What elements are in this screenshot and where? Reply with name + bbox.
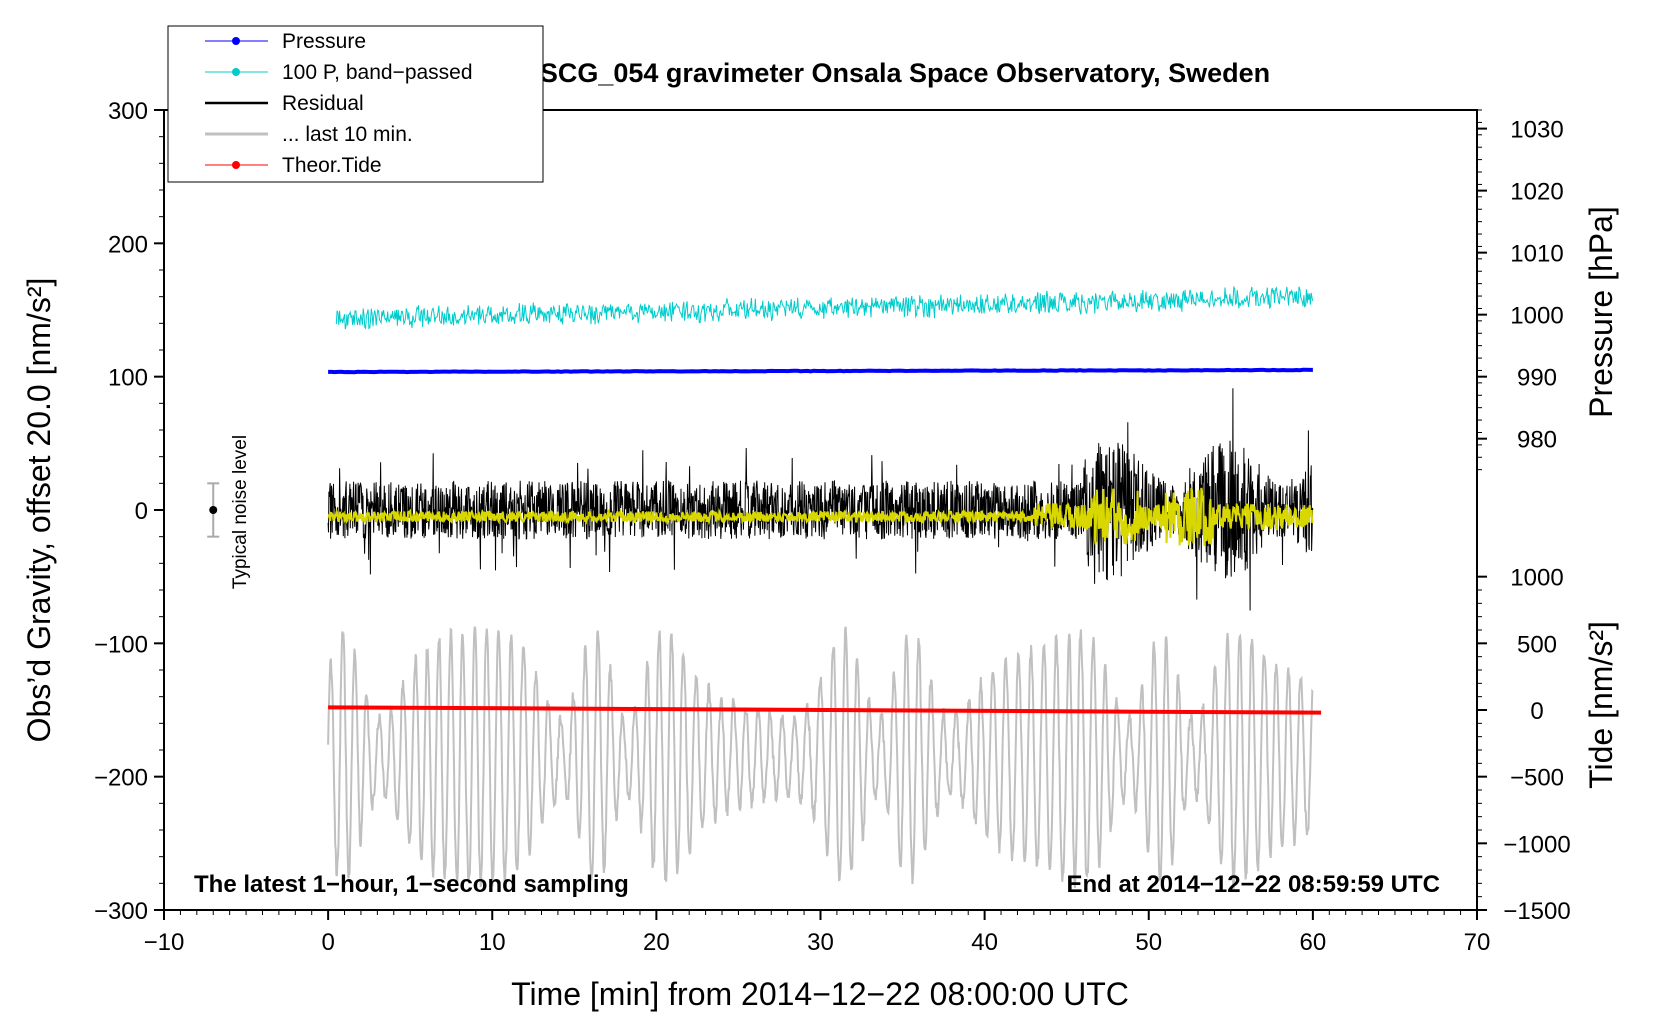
y-axis-left-ticks: −300 −200 −100 0 100 200 300 [94, 98, 164, 925]
y-tide-tick-label: 0 [1530, 698, 1543, 725]
legend-label: Residual [282, 92, 364, 115]
y-axis-pressure-title: Pressure [hPa] [1583, 206, 1619, 418]
y-tide-tick-label: 500 [1517, 631, 1557, 658]
series-theor-tide [328, 705, 1322, 715]
last-10-min-line [327, 626, 1314, 890]
x-tick-label: 50 [1135, 929, 1162, 956]
x-axis-ticks: −10 0 10 20 30 40 50 60 70 [144, 910, 1491, 956]
y-tide-tick-label: −1500 [1503, 898, 1570, 925]
y-tide-tick-label: −1000 [1503, 831, 1570, 858]
y-axis-tide-title: Tide [nm/s²] [1583, 621, 1619, 789]
x-tick-label: −10 [144, 929, 185, 956]
x-tick-label: 60 [1300, 929, 1327, 956]
series-last-10-min [327, 626, 1314, 890]
pressure-line [328, 367, 1313, 375]
noise-bar-dot [209, 506, 218, 514]
legend-label: Theor.Tide [282, 154, 382, 177]
series-residual-smoothed [327, 487, 1314, 546]
y-left-tick-label: −200 [94, 765, 148, 792]
x-tick-label: 30 [807, 929, 834, 956]
chart-title: SCG_054 gravimeter Onsala Space Observat… [540, 58, 1270, 88]
y-tide-tick-label: 1000 [1510, 565, 1563, 592]
x-tick-label: 40 [971, 929, 998, 956]
legend-label: 100 P, band−passed [282, 61, 473, 84]
legend-marker [232, 161, 240, 169]
legend-marker [232, 37, 240, 45]
y-pressure-tick-label: 1030 [1510, 117, 1563, 144]
series-pressure [328, 367, 1313, 375]
band-passed-line [335, 285, 1314, 330]
series-100p-band-passed [335, 285, 1314, 330]
y-left-tick-label: 200 [108, 231, 148, 258]
y-left-tick-label: −300 [94, 898, 148, 925]
x-tick-label: 0 [321, 929, 334, 956]
legend-label: Pressure [282, 30, 366, 53]
y-tide-tick-label: −500 [1510, 765, 1564, 792]
tide-line [328, 705, 1322, 715]
y-pressure-tick-label: 990 [1517, 365, 1557, 392]
x-tick-label: 20 [643, 929, 670, 956]
residual-smoothed-line [327, 487, 1314, 546]
y-axis-tide-ticks: −1500 −1000 −500 0 500 1000 [1477, 565, 1571, 925]
y-pressure-tick-label: 980 [1517, 427, 1557, 454]
x-tick-label: 70 [1464, 929, 1491, 956]
y-pressure-tick-label: 1000 [1510, 303, 1563, 330]
series-residual [327, 388, 1314, 611]
residual-line [327, 388, 1314, 611]
x-axis-title: Time [min] from 2014−12−22 08:00:00 UTC [511, 976, 1129, 1012]
noise-level-indicator [207, 482, 220, 538]
y-axis-left-title: Obs’d Gravity, offset 20.0 [nm/s²] [21, 278, 57, 743]
legend-marker [232, 68, 240, 76]
legend: Pressure 100 P, band−passed Residual ... la… [167, 25, 544, 183]
y-left-tick-label: 100 [108, 365, 148, 392]
y-left-tick-label: −100 [94, 631, 148, 658]
y-axis-pressure-ticks: 980 990 1000 1010 1020 1030 [1477, 109, 1564, 471]
end-time-annotation: End at 2014−12−22 08:59:59 UTC [1066, 871, 1440, 898]
y-pressure-tick-label: 1010 [1510, 241, 1563, 268]
y-left-tick-label: 0 [135, 498, 148, 525]
noise-level-label: Typical noise level [230, 435, 251, 589]
y-left-tick-label: 300 [108, 98, 148, 125]
legend-label: ... last 10 min. [282, 123, 413, 146]
y-pressure-tick-label: 1020 [1510, 179, 1563, 206]
x-tick-label: 10 [479, 929, 506, 956]
sampling-annotation: The latest 1−hour, 1−second sampling [194, 871, 629, 898]
